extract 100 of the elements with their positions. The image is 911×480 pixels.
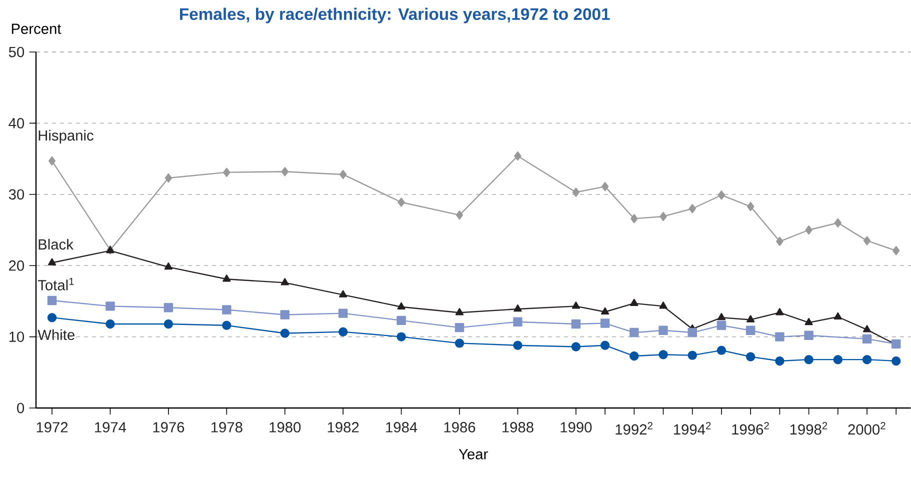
point (746, 202, 754, 212)
y-axis-title: Percent (12, 24, 62, 34)
point (164, 303, 174, 312)
y-tick-label: 0 (17, 402, 24, 414)
point (862, 354, 872, 364)
point (717, 312, 726, 320)
x-tick-label: 1996$^{2}$ (732, 422, 769, 435)
x-tick-label: 1986 (444, 422, 476, 432)
point (339, 290, 348, 298)
x-tick-label: 1992$^{2}$ (616, 422, 652, 435)
point (862, 325, 872, 332)
point (776, 236, 784, 246)
point (775, 356, 784, 366)
x-tick-label: 1988 (502, 422, 534, 432)
y-tick-label: 50 (8, 46, 24, 58)
point (892, 246, 900, 256)
point (834, 312, 842, 320)
point (164, 262, 173, 270)
point (804, 318, 813, 326)
point (47, 312, 57, 322)
point (716, 320, 726, 330)
point (600, 318, 610, 328)
point (280, 328, 290, 338)
point (600, 307, 610, 314)
point (455, 308, 464, 316)
y-tick-label: 40 (8, 118, 24, 128)
point (746, 326, 756, 335)
point (718, 190, 726, 200)
point (572, 302, 580, 309)
x-tick-label: 1984 (386, 422, 418, 432)
point (601, 182, 609, 192)
point (222, 305, 232, 314)
point (600, 340, 610, 350)
point (863, 236, 871, 246)
x-tick-label: 2000$^{2}$ (848, 422, 886, 435)
point (630, 351, 639, 361)
y-tick-label: 30 (8, 189, 24, 200)
point (514, 151, 522, 161)
x-tick-label: 1974 (95, 422, 126, 432)
point (571, 319, 581, 329)
point (892, 356, 901, 366)
x-tick-label: 1978 (211, 422, 242, 432)
point (658, 326, 668, 335)
point (514, 304, 522, 312)
point (338, 308, 348, 318)
point (805, 225, 812, 235)
point (513, 340, 522, 350)
point (338, 327, 348, 336)
x-tick-label: 1972 (36, 422, 68, 432)
x-tick-label: 1980 (270, 422, 301, 432)
point (630, 214, 638, 224)
point (746, 352, 756, 362)
point (572, 188, 580, 197)
point (106, 302, 115, 311)
point (397, 302, 406, 310)
series-label: White (38, 329, 74, 340)
series-label: Black (38, 238, 74, 250)
y-tick-label: 10 (9, 332, 24, 342)
point (746, 315, 755, 322)
point (280, 278, 289, 286)
x-tick-label: 1990 (560, 422, 592, 432)
point (223, 168, 230, 177)
point (630, 328, 639, 338)
point (454, 338, 464, 348)
point (48, 156, 56, 166)
point (222, 274, 231, 282)
point (776, 308, 784, 316)
x-tick-label: 1976 (153, 422, 184, 432)
point (513, 317, 522, 326)
point (660, 212, 667, 222)
point (688, 204, 696, 214)
series-label: Total$^{1}$ (38, 278, 74, 290)
point (688, 350, 697, 360)
point (106, 319, 115, 329)
point (281, 167, 288, 176)
x-tick-label: 1998$^{2}$ (790, 422, 828, 435)
x-tick-label: 1994$^{2}$ (674, 422, 711, 435)
point (164, 319, 174, 329)
point (164, 173, 172, 183)
point (775, 332, 784, 342)
point (659, 302, 668, 309)
point (833, 354, 843, 364)
point (280, 310, 290, 320)
x-tick-label: 1982 (328, 422, 359, 432)
point (396, 332, 406, 342)
point (862, 334, 872, 344)
point (396, 316, 406, 326)
point (339, 170, 347, 180)
point (688, 328, 697, 338)
y-tick-label: 20 (9, 260, 24, 271)
point (456, 210, 464, 220)
point (454, 322, 464, 332)
point (630, 298, 638, 306)
point (571, 342, 581, 352)
point (398, 198, 405, 207)
point (804, 330, 814, 340)
point (834, 218, 842, 228)
point (222, 320, 232, 330)
point (47, 296, 57, 306)
x-axis-title: Year (458, 449, 488, 460)
